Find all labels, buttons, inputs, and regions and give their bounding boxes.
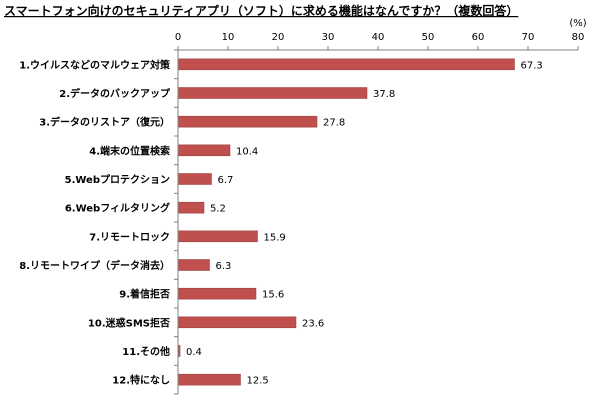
value-label: 15.6 [262, 290, 284, 301]
category-label: 8.リモートワイプ（データ消去） [19, 259, 170, 272]
bar [177, 87, 368, 99]
value-label: 6.3 [216, 261, 232, 272]
category-label: 10.迷惑SMS拒否 [88, 316, 170, 329]
value-label: 27.8 [323, 118, 345, 129]
x-tick-label: 70 [522, 32, 535, 43]
bar [177, 259, 210, 271]
bar [177, 316, 297, 329]
bar [177, 173, 212, 185]
category-label: 12.特になし [112, 374, 170, 387]
category-labels: 1.ウイルスなどのマルウェア対策 2.データのバックアップ 3.データのリストア（復… [19, 58, 171, 386]
bar [177, 201, 205, 214]
value-label: 10.4 [236, 146, 258, 157]
x-tick-label: 30 [322, 32, 335, 43]
category-label: 4.端末の位置検索 [89, 144, 170, 157]
x-tick-label: 10 [222, 32, 235, 43]
bar [177, 230, 258, 243]
x-tick-label: 50 [422, 32, 435, 43]
value-label: 67.3 [521, 60, 543, 71]
bar [177, 115, 318, 128]
value-label: 37.8 [373, 89, 395, 100]
value-label: 0.4 [186, 347, 202, 358]
value-label: 12.5 [247, 376, 269, 387]
value-label: 15.9 [264, 232, 286, 243]
category-label: 5.Webプロテクション [65, 173, 170, 186]
x-tick-label: 20 [272, 32, 285, 43]
bar [177, 287, 257, 300]
category-label: 11.その他 [122, 345, 170, 358]
x-tick-label: 40 [372, 32, 385, 43]
value-label: 23.6 [302, 318, 324, 329]
x-tick-label: 60 [472, 32, 485, 43]
category-label: 1.ウイルスなどのマルウェア対策 [19, 58, 171, 71]
bar [177, 373, 241, 386]
value-label: 5.2 [210, 204, 226, 215]
value-labels: 67.3 37.8 27.8 10.4 6.7 5.2 15.9 6.3 15.6 23.6 0.4… [186, 60, 543, 386]
category-label: 6.Webフィルタリング [65, 202, 170, 215]
category-label: 7.リモートロック [89, 231, 170, 243]
bar [177, 144, 231, 157]
x-axis-ticks: 0 10 20 30 40 50 60 70 80 [174, 32, 585, 395]
category-label: 3.データのリストア（復元） [39, 116, 170, 129]
x-tick-label: 80 [572, 32, 585, 43]
bars [177, 58, 515, 386]
bar [177, 58, 515, 71]
category-label: 2.データのバックアップ [59, 87, 171, 100]
chart-title: スマートフォン向けのセキュリティアプリ（ソフト）に求める機能はなんですか？（複数… [4, 3, 518, 18]
x-tick-label: 0 [175, 32, 181, 43]
axis-unit: (%) [569, 18, 586, 29]
category-label: 9.着信拒否 [119, 288, 170, 301]
value-label: 6.7 [218, 175, 234, 186]
